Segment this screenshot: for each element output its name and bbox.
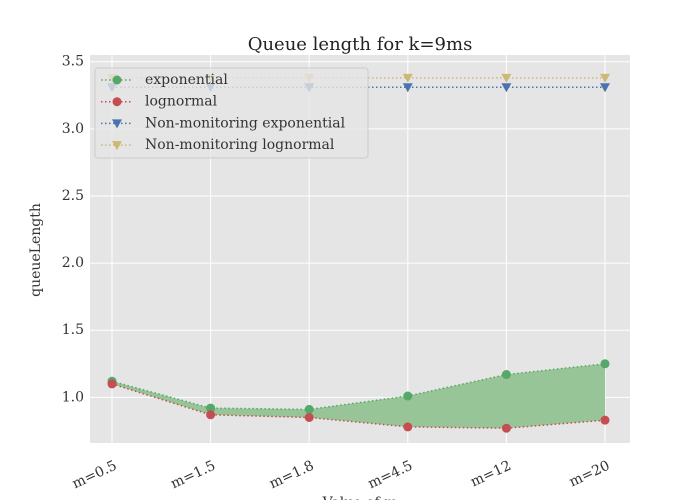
marker [206, 403, 216, 413]
marker [112, 141, 122, 151]
marker [112, 97, 122, 107]
legend-label: lognormal [145, 94, 218, 110]
x-axis-label: Value of m [322, 495, 398, 500]
fill-between [112, 363, 605, 429]
legend: exponential lognormal Non-monitoring expon… [94, 67, 369, 159]
chart-title: Queue length for k=9ms [248, 34, 473, 55]
x-tick-label: m=0.5 [70, 458, 120, 492]
legend-box [94, 67, 369, 159]
x-tick-label: m=12 [468, 458, 514, 491]
y-tick-label: 1.0 [62, 389, 84, 405]
y-tick-label: 1.5 [62, 322, 84, 338]
marker [112, 75, 122, 85]
marker [402, 73, 413, 83]
marker [501, 73, 512, 83]
marker [600, 359, 610, 369]
marker [206, 410, 216, 420]
marker [402, 83, 413, 93]
marker [112, 119, 122, 129]
y-tick-label: 2.5 [62, 188, 84, 204]
series-line [111, 363, 606, 411]
marker [403, 391, 413, 401]
y-tick-label: 3.5 [62, 54, 84, 70]
marker [600, 83, 610, 93]
marker [403, 422, 413, 432]
marker [501, 423, 511, 433]
marker [304, 412, 314, 422]
x-tick-label: m=4.5 [366, 458, 416, 492]
y-tick-label: 3.0 [62, 121, 84, 137]
y-axis-label: queueLength [28, 203, 44, 297]
legend-label: Non-monitoring exponential [145, 115, 346, 131]
marker [600, 415, 610, 425]
marker [600, 73, 610, 83]
x-tick-label: m=20 [567, 458, 613, 491]
series-line [111, 383, 606, 429]
marker [304, 404, 314, 414]
x-tick-label: m=1.8 [267, 458, 317, 492]
marker [501, 83, 512, 93]
y-tick-label: 2.0 [62, 255, 84, 271]
legend-label: exponential [145, 72, 228, 88]
legend-label: Non-monitoring lognormal [145, 137, 335, 153]
marker [107, 379, 117, 389]
marker [501, 370, 511, 380]
x-tick-label: m=1.5 [168, 458, 218, 492]
